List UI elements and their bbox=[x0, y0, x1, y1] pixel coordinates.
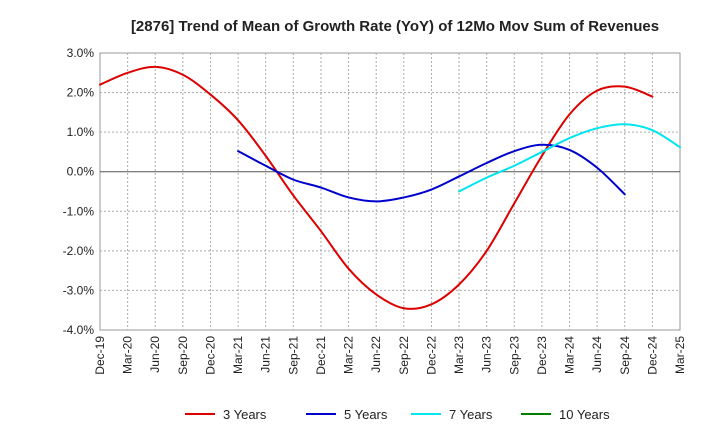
series-line-7-years bbox=[458, 123, 681, 193]
x-tick-label: Mar-22 bbox=[342, 336, 356, 374]
series-line-5-years bbox=[237, 143, 626, 203]
chart-title: [2876] Trend of Mean of Growth Rate (YoY… bbox=[131, 18, 659, 35]
x-tick-label: Mar-21 bbox=[231, 336, 245, 374]
x-tick-label: Dec-20 bbox=[203, 336, 217, 375]
y-tick-label: 2.0% bbox=[67, 86, 95, 100]
x-tick-label: Sep-21 bbox=[286, 336, 300, 375]
legend-label-5-years: 5 Years bbox=[344, 407, 388, 422]
legend: 3 Years 5 Years 7 Years 10 Years bbox=[185, 407, 610, 422]
x-tick-label: Dec-21 bbox=[314, 336, 328, 375]
plot-area-frame bbox=[99, 52, 681, 331]
x-tick-label: Sep-20 bbox=[176, 336, 190, 375]
grid-layer bbox=[99, 52, 681, 331]
legend-label-10-years: 10 Years bbox=[559, 407, 610, 422]
y-tick-label: 0.0% bbox=[67, 165, 95, 179]
x-tick-label: Mar-24 bbox=[563, 336, 577, 374]
legend-label-7-years: 7 Years bbox=[449, 407, 493, 422]
x-tick-label: Sep-24 bbox=[618, 336, 632, 375]
x-tick-label: Mar-25 bbox=[673, 336, 687, 374]
x-tick-label: Dec-22 bbox=[424, 336, 438, 375]
x-tick-label: Mar-23 bbox=[452, 336, 466, 374]
x-tick-label: Sep-22 bbox=[397, 336, 411, 375]
x-tick-label: Jun-21 bbox=[259, 336, 273, 373]
series-line-3-years bbox=[99, 65, 654, 310]
x-tick-label: Dec-19 bbox=[93, 336, 107, 375]
x-tick-label: Sep-23 bbox=[507, 336, 521, 375]
y-tick-label: 3.0% bbox=[67, 46, 95, 60]
series-layer bbox=[99, 65, 681, 310]
x-tick-label: Dec-23 bbox=[535, 336, 549, 375]
y-tick-label: -4.0% bbox=[63, 323, 95, 337]
x-tick-label: Jun-24 bbox=[590, 336, 604, 373]
y-tick-label: 1.0% bbox=[67, 125, 95, 139]
x-tick-label: Jun-20 bbox=[148, 336, 162, 373]
x-tick-label: Dec-24 bbox=[645, 336, 659, 375]
x-tick-label: Jun-23 bbox=[480, 336, 494, 373]
y-tick-label: -3.0% bbox=[63, 283, 95, 297]
x-tick-label: Jun-22 bbox=[369, 336, 383, 373]
axis-layer: 3.0%2.0%1.0%0.0%-1.0%-2.0%-3.0%-4.0%Dec-… bbox=[63, 46, 687, 375]
legend-label-3-years: 3 Years bbox=[223, 407, 267, 422]
y-tick-label: -1.0% bbox=[63, 204, 95, 218]
y-tick-label: -2.0% bbox=[63, 244, 95, 258]
x-tick-label: Mar-20 bbox=[121, 336, 135, 374]
